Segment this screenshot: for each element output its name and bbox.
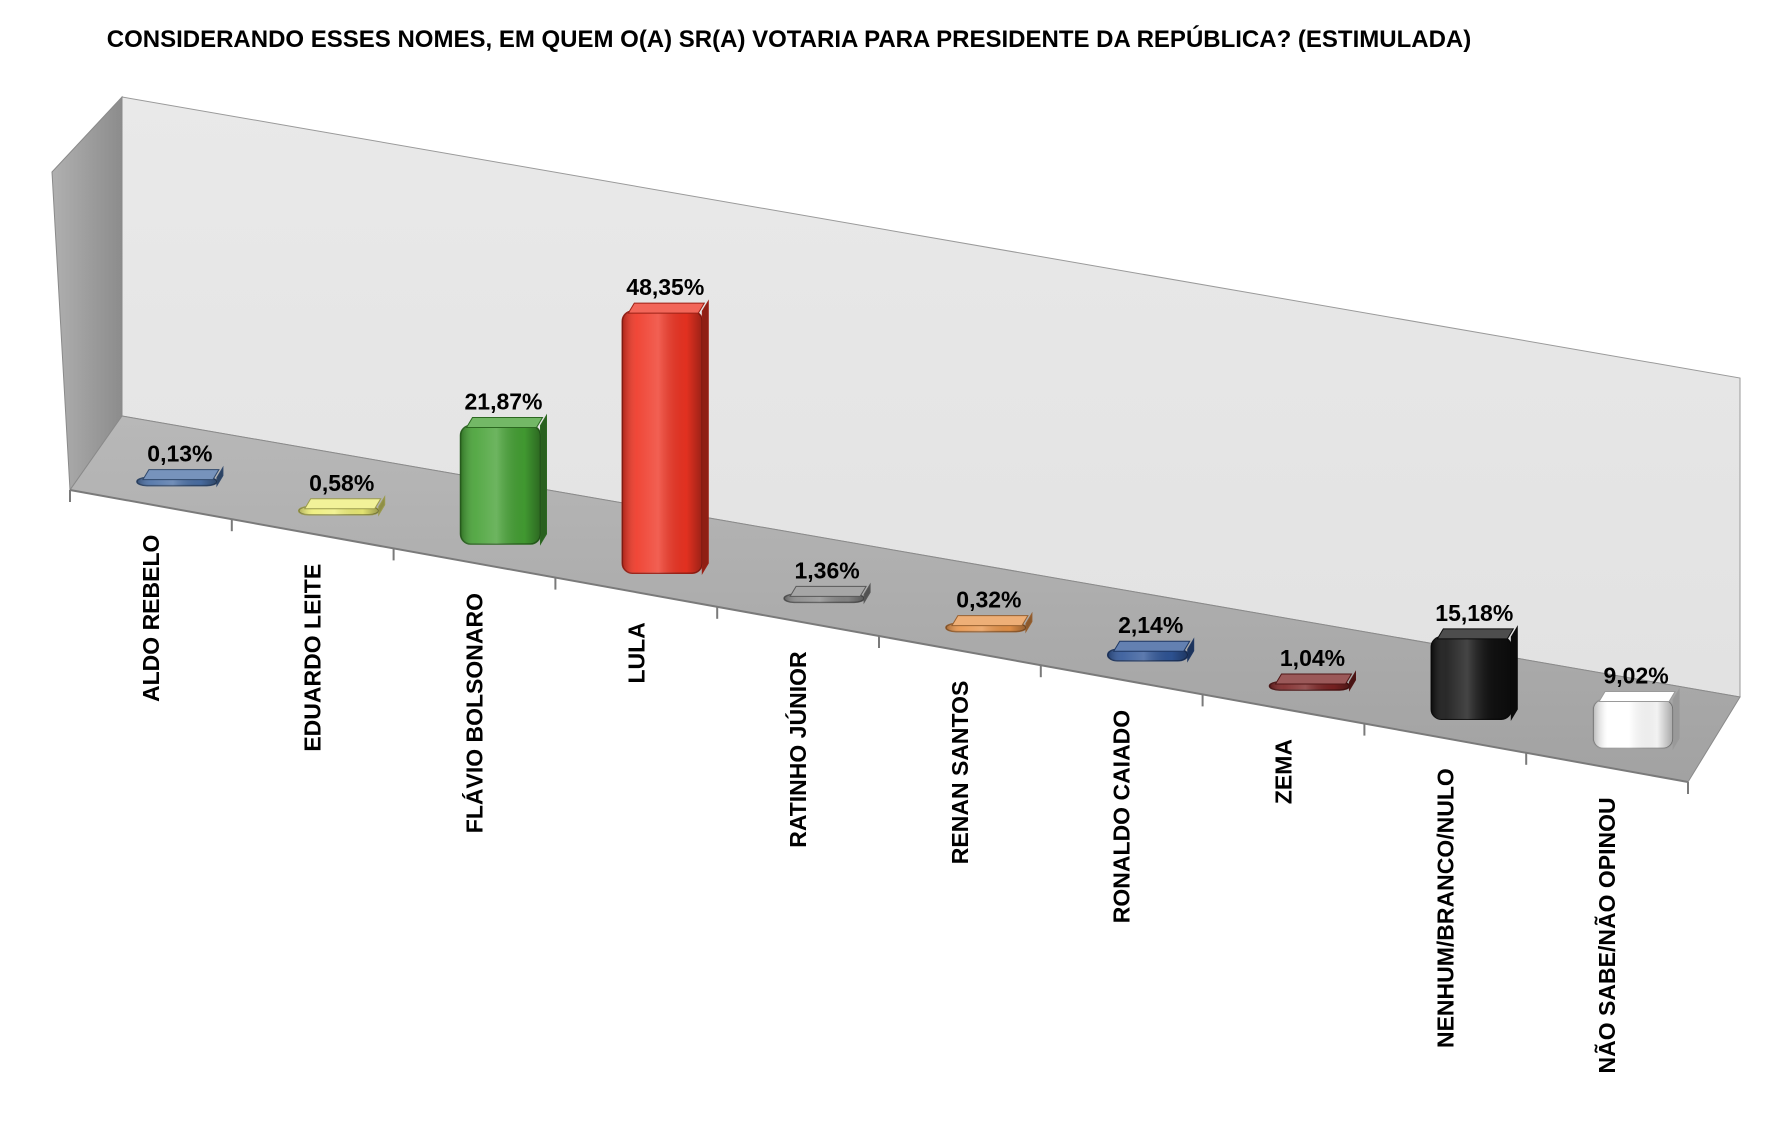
bar-top (951, 615, 1029, 627)
bar-top (789, 585, 867, 597)
bar-shine (460, 425, 541, 544)
bar-top (1274, 673, 1353, 685)
bar (1592, 687, 1680, 751)
bar (783, 582, 871, 605)
bar-top (1436, 628, 1515, 640)
category-label: RONALDO CAIADO (1109, 710, 1135, 923)
value-label: 2,14% (1118, 612, 1183, 638)
bar-top (627, 302, 706, 314)
value-label: 15,18% (1435, 600, 1513, 626)
bar-top (1112, 640, 1191, 652)
value-label: 0,32% (956, 587, 1021, 613)
bar (621, 299, 709, 576)
category-label: RENAN SANTOS (947, 681, 973, 865)
bar-shine (1431, 636, 1512, 720)
bar (945, 611, 1033, 634)
bar-side (1672, 687, 1680, 751)
bar (1106, 637, 1195, 663)
bar-top (465, 416, 544, 428)
bar-shine (1107, 649, 1188, 661)
bar-top (142, 469, 220, 481)
bar-side (701, 299, 709, 576)
category-label: EDUARDO LEITE (300, 564, 326, 752)
value-label: 48,35% (626, 274, 704, 300)
category-label: NÃO SABE/NÃO OPINOU (1593, 797, 1620, 1073)
bar (136, 465, 224, 488)
value-label: 9,02% (1603, 663, 1668, 689)
value-label: 21,87% (464, 388, 542, 414)
value-label: 0,13% (147, 441, 212, 467)
category-label: RATINHO JÚNIOR (784, 651, 811, 848)
chart-title: CONSIDERANDO ESSES NOMES, EM QUEM O(A) S… (107, 25, 1471, 53)
category-label: ALDO REBELO (138, 535, 164, 702)
category-label: NENHUM/BRANCO/NULO (1432, 768, 1458, 1048)
bar (1268, 670, 1356, 692)
value-label: 0,58% (309, 470, 374, 496)
value-label: 1,36% (794, 557, 859, 583)
value-label: 1,04% (1280, 645, 1345, 671)
category-label: FLÁVIO BOLSONARO (461, 593, 488, 833)
x-axis-ticks (69, 490, 1689, 794)
bar-side (1510, 625, 1518, 722)
bar (459, 413, 547, 546)
bar-shine (622, 311, 703, 574)
bar (1430, 625, 1518, 722)
bar-top (303, 498, 382, 510)
bars (136, 299, 1680, 751)
value-labels: 0,13% 0,58% 21,87% 48,35% 1,36% 0,32% 2,14% 1,0… (147, 274, 1668, 688)
bar-side (540, 413, 547, 546)
category-label: LULA (623, 622, 649, 683)
bar (297, 494, 386, 517)
bar-top (1598, 691, 1676, 703)
category-label: ZEMA (1271, 739, 1297, 804)
category-labels: ALDO REBELO EDUARDO LEITE FLÁVIO BOLSONARO… (138, 535, 1620, 1074)
bar-shine (1593, 699, 1674, 749)
